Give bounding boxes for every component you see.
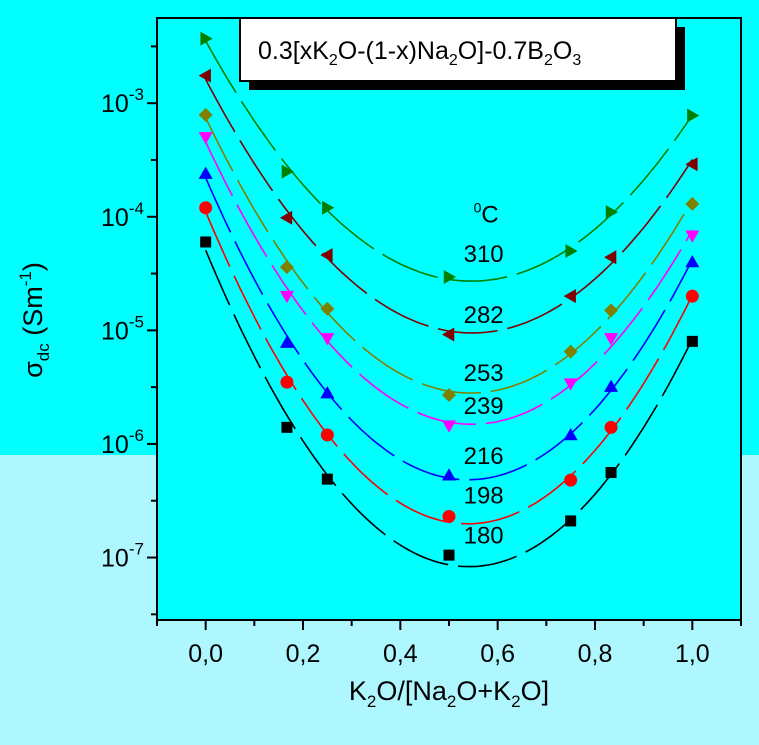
y-axis-label: σdc (Sm-1)	[16, 262, 53, 378]
marker-216	[604, 379, 619, 392]
marker-216	[320, 386, 335, 399]
marker-216	[279, 335, 294, 348]
marker-198	[442, 509, 456, 523]
marker-239	[320, 333, 335, 346]
marker-239	[685, 230, 700, 243]
marker-198	[564, 473, 578, 487]
x-tick-label: 0,4	[383, 640, 418, 668]
x-tick-label: 1,0	[675, 640, 710, 668]
y-tick-label: 10-5	[101, 312, 144, 345]
marker-282	[685, 157, 698, 172]
data-markers	[198, 31, 700, 561]
marker-198	[604, 420, 618, 434]
marker-310	[565, 243, 578, 258]
marker-253	[442, 387, 456, 402]
marker-180	[321, 473, 333, 485]
marker-310	[605, 205, 619, 220]
marker-282	[320, 248, 333, 263]
y-tick-label: 10-4	[101, 199, 144, 232]
marker-180	[565, 515, 577, 527]
marker-253	[279, 260, 294, 275]
marker-180	[281, 421, 293, 433]
series-label-239: 239	[464, 393, 504, 420]
marker-253	[563, 344, 578, 359]
marker-310	[281, 164, 294, 179]
marker-180	[605, 467, 617, 479]
marker-216	[442, 468, 456, 481]
marker-310	[200, 31, 213, 46]
series-label-216: 216	[464, 443, 504, 470]
marker-310	[687, 108, 700, 123]
marker-282	[604, 250, 617, 265]
marker-282	[563, 289, 576, 304]
plot-area	[157, 18, 741, 620]
marker-282	[442, 327, 455, 342]
marker-253	[198, 107, 213, 122]
marker-282	[279, 210, 293, 225]
marker-239	[279, 290, 294, 304]
marker-239	[563, 378, 578, 391]
marker-216	[685, 254, 700, 268]
series-label-253: 253	[464, 360, 504, 387]
series-label-282: 282	[464, 302, 504, 329]
x-tick-label: 0,6	[480, 640, 515, 668]
marker-310	[443, 269, 456, 284]
marker-198	[280, 375, 294, 389]
series-label-198: 198	[464, 482, 504, 509]
marker-253	[604, 303, 619, 318]
marker-282	[198, 68, 211, 83]
marker-180	[686, 335, 698, 347]
marker-198	[685, 289, 699, 303]
x-tick-label: 0,8	[578, 640, 613, 668]
marker-253	[320, 301, 335, 316]
y-tick-label: 10-7	[101, 540, 144, 573]
x-axis-ticks: 0,0 0,2 0,4 0,6 0,8 1,0	[156, 620, 742, 668]
marker-239	[442, 420, 456, 433]
series-labels: 180 198 216 239 253 282 310	[464, 241, 504, 549]
x-axis-label: K2O/[Na2O+K2O]	[349, 676, 549, 711]
background-band-top	[0, 0, 6, 455]
y-axis-ticks: 10-7 10-6 10-5 10-4 10-3	[101, 45, 157, 616]
marker-180	[200, 236, 212, 248]
marker-239	[604, 333, 619, 346]
marker-198	[199, 201, 213, 215]
marker-180	[443, 549, 455, 561]
x-tick-label: 0,2	[286, 640, 321, 668]
title-box	[239, 17, 677, 82]
y-tick-label: 10-3	[101, 85, 144, 118]
marker-198	[320, 428, 334, 442]
series-label-180: 180	[464, 522, 504, 549]
series-label-310: 310	[464, 241, 504, 268]
marker-216	[563, 427, 578, 441]
marker-239	[198, 132, 213, 145]
legend-header: 0C	[474, 199, 499, 228]
marker-253	[685, 196, 700, 211]
marker-310	[322, 200, 335, 215]
y-tick-label: 10-6	[101, 426, 144, 459]
x-tick-label: 0,0	[188, 640, 223, 668]
chart-title: 0.3[xK2O-(1-x)Na2O]-0.7B2O3	[258, 37, 581, 69]
marker-216	[198, 166, 213, 179]
